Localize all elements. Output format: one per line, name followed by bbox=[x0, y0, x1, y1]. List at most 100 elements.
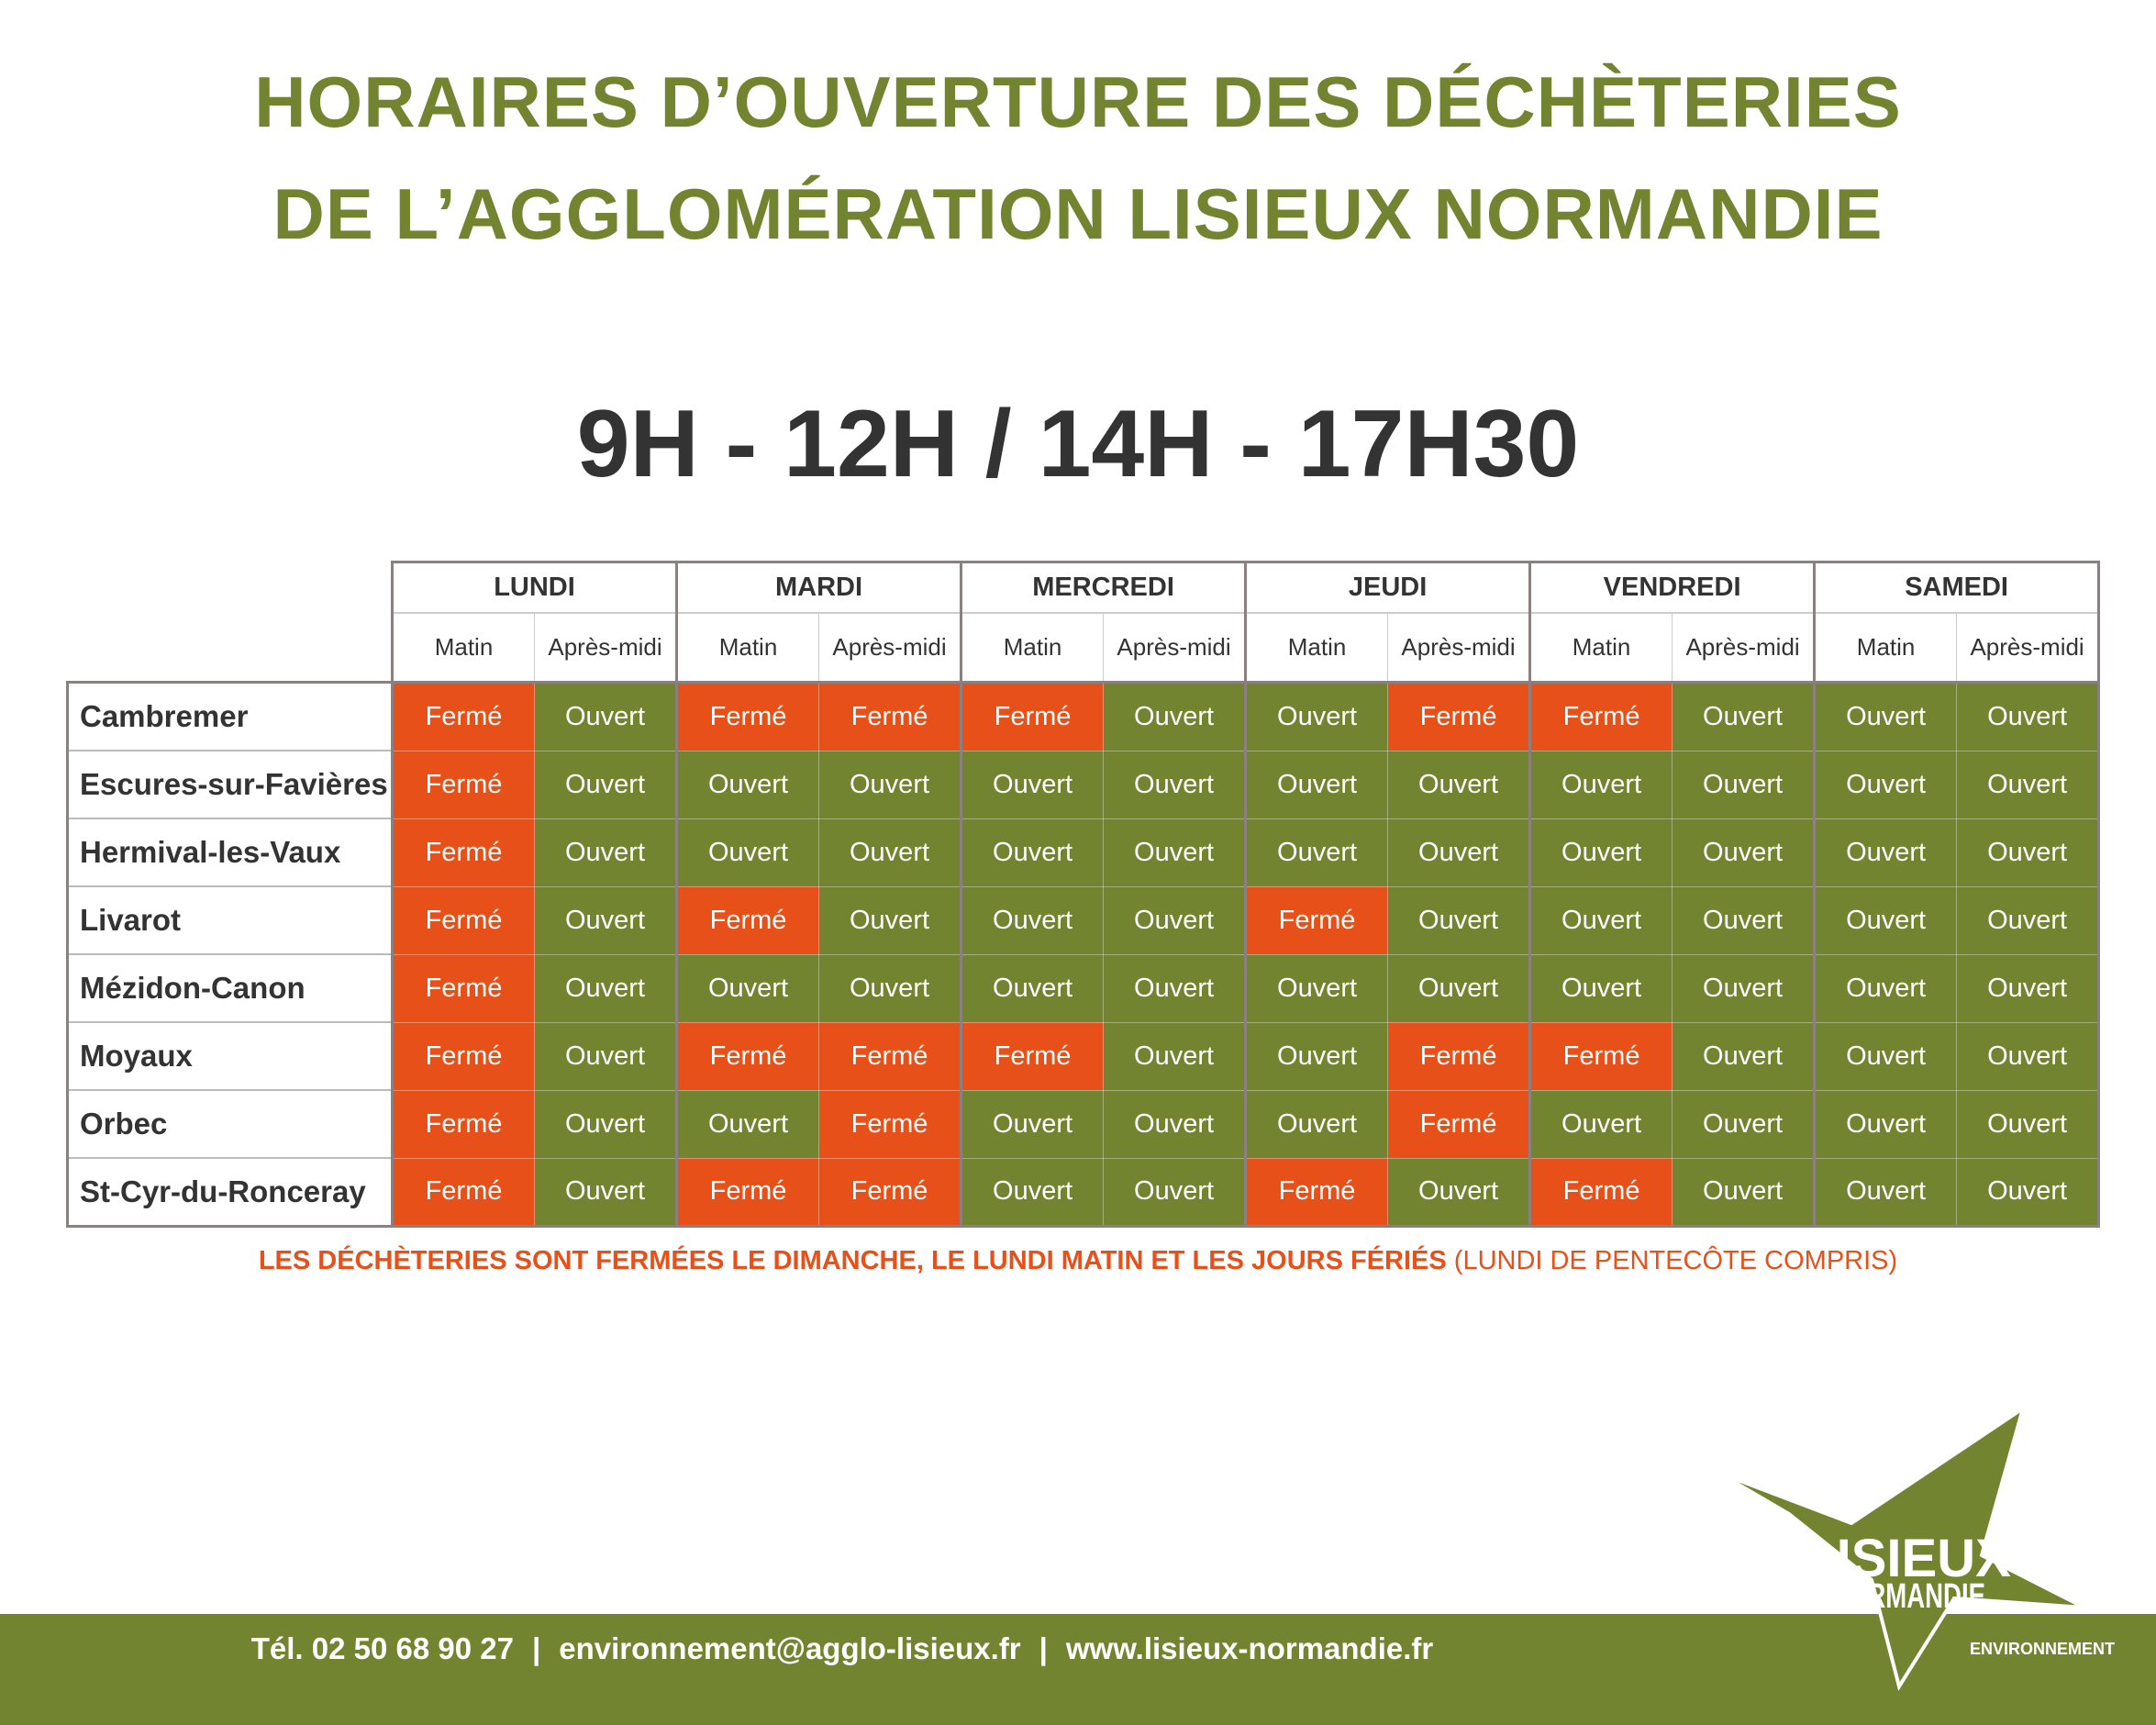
status-cell: Ouvert bbox=[1244, 818, 1389, 887]
status-cell: Ouvert bbox=[1672, 1021, 1816, 1091]
status-cell: Fermé bbox=[391, 1021, 535, 1091]
status-cell: Ouvert bbox=[533, 818, 678, 887]
logo-text: LISIEUX bbox=[1804, 1529, 2011, 1588]
status-cell: Ouvert bbox=[533, 953, 678, 1023]
status-cell: Ouvert bbox=[1103, 1021, 1247, 1091]
status-cell: Ouvert bbox=[533, 1021, 678, 1091]
site-row: Mézidon-Canon Fermé Ouvert Ouvert Ouvert Ouve… bbox=[66, 953, 2101, 1023]
status-cell: Ouvert bbox=[1387, 818, 1531, 887]
site-name: Orbec bbox=[66, 1090, 393, 1159]
status-cell: Ouvert bbox=[1813, 818, 1958, 887]
period-header: Après-midi bbox=[533, 612, 679, 684]
status-cell: Fermé bbox=[675, 681, 820, 751]
status-cell: Ouvert bbox=[1244, 1021, 1389, 1091]
status-cell: Fermé bbox=[818, 1089, 962, 1159]
day-header: LUNDI bbox=[390, 561, 679, 613]
site-name: Mézidon-Canon bbox=[66, 954, 393, 1023]
status-cell: Ouvert bbox=[1528, 885, 1673, 955]
note-bold: LES DÉCHÈTERIES SONT FERMÉES LE DIMANCHE… bbox=[258, 1246, 1447, 1275]
status-cell: Ouvert bbox=[1103, 750, 1247, 819]
site-row: St-Cyr-du-Ronceray Fermé Ouvert Fermé Fermé O… bbox=[66, 1157, 2101, 1228]
status-cell: Fermé bbox=[1244, 885, 1389, 955]
status-cell: Ouvert bbox=[1528, 953, 1673, 1023]
status-cell: Ouvert bbox=[818, 818, 962, 887]
status-cell: Fermé bbox=[675, 1021, 820, 1091]
status-cell: Fermé bbox=[1528, 681, 1673, 751]
status-cell: Ouvert bbox=[960, 953, 1105, 1023]
status-cell: Ouvert bbox=[1813, 1021, 1958, 1091]
period-header: Matin bbox=[1244, 612, 1388, 684]
footer-contacts: Tél. 02 50 68 90 27 | environnement@agglo-… bbox=[0, 1631, 1684, 1666]
status-cell: Ouvert bbox=[1244, 681, 1389, 751]
status-cell: Fermé bbox=[391, 1157, 535, 1228]
title-line: HORAIRES D’OUVERTURE DES DÉCHÈTERIES bbox=[254, 61, 1902, 142]
status-cell: Fermé bbox=[391, 885, 535, 955]
status-cell: Ouvert bbox=[1956, 750, 2101, 819]
status-cell: Ouvert bbox=[818, 953, 962, 1023]
status-cell: Ouvert bbox=[1103, 818, 1247, 887]
status-cell: Fermé bbox=[1528, 1157, 1673, 1228]
status-cell: Fermé bbox=[391, 750, 535, 819]
status-cell: Ouvert bbox=[1956, 1157, 2101, 1228]
status-cell: Ouvert bbox=[1244, 1089, 1389, 1159]
status-cell: Ouvert bbox=[1528, 1089, 1673, 1159]
status-cell: Ouvert bbox=[1244, 953, 1389, 1023]
status-cell: Ouvert bbox=[1956, 953, 2101, 1023]
status-cell: Ouvert bbox=[1103, 681, 1247, 751]
status-cell: Fermé bbox=[391, 953, 535, 1023]
status-cell: Ouvert bbox=[1813, 1157, 1958, 1228]
status-cell: Ouvert bbox=[1672, 750, 1816, 819]
status-cell: Ouvert bbox=[675, 818, 820, 887]
period-header: Après-midi bbox=[1672, 612, 1817, 684]
day-header: SAMEDI bbox=[1813, 561, 2101, 613]
period-header: Après-midi bbox=[1387, 612, 1532, 684]
title-line: DE L’AGGLOMÉRATION LISIEUX NORMANDIE bbox=[272, 173, 1884, 254]
separator: | bbox=[1039, 1631, 1048, 1665]
phone: Tél. 02 50 68 90 27 bbox=[250, 1631, 514, 1665]
footer-bar bbox=[0, 1614, 2156, 1725]
status-cell: Ouvert bbox=[1103, 953, 1247, 1023]
status-cell: Ouvert bbox=[675, 750, 820, 819]
status-cell: Fermé bbox=[675, 885, 820, 955]
status-cell: Ouvert bbox=[960, 750, 1105, 819]
site-row: Cambremer Fermé Ouvert Fermé Fermé Fermé Ouver… bbox=[66, 681, 2101, 751]
site-name: Cambremer bbox=[66, 681, 393, 751]
status-cell: Ouvert bbox=[533, 1157, 678, 1228]
status-cell: Ouvert bbox=[533, 681, 678, 751]
status-cell: Ouvert bbox=[1956, 681, 2101, 751]
site-row: Hermival-les-Vaux Fermé Ouvert Ouvert Ouvert… bbox=[66, 818, 2101, 887]
period-header: Matin bbox=[675, 612, 819, 684]
status-cell: Ouvert bbox=[675, 953, 820, 1023]
status-cell: Ouvert bbox=[960, 818, 1105, 887]
site-row: Escures-sur-Favières Fermé Ouvert Ouvert Ouv… bbox=[66, 750, 2101, 819]
status-cell: Ouvert bbox=[1387, 750, 1531, 819]
status-cell: Fermé bbox=[818, 681, 962, 751]
status-cell: Ouvert bbox=[1672, 1157, 1816, 1228]
status-cell: Ouvert bbox=[1956, 885, 2101, 955]
period-header-row: Matin Après-midi Matin Après-midi Matin Après… bbox=[68, 612, 2101, 684]
status-cell: Fermé bbox=[818, 1157, 962, 1228]
opening-hours: 9H - 12H / 14H - 17H30 bbox=[576, 391, 1580, 497]
status-cell: Fermé bbox=[1387, 681, 1531, 751]
status-cell: Fermé bbox=[960, 681, 1105, 751]
period-header: Matin bbox=[1528, 612, 1673, 684]
email[interactable]: environnement@agglo-lisieux.fr bbox=[559, 1631, 1021, 1665]
day-header: VENDREDI bbox=[1528, 561, 1817, 613]
site-row: Moyaux Fermé Ouvert Fermé Fermé Fermé Ouvert Ou… bbox=[66, 1021, 2101, 1091]
status-cell: Ouvert bbox=[1813, 885, 1958, 955]
period-header: Matin bbox=[391, 612, 535, 684]
site-name: Escures-sur-Favières bbox=[66, 751, 393, 819]
day-header: MERCREDI bbox=[960, 561, 1248, 613]
logo-subtext: ENVIRONNEMENT bbox=[1970, 1640, 2115, 1658]
status-cell: Ouvert bbox=[1672, 885, 1816, 955]
status-cell: Ouvert bbox=[1672, 818, 1816, 887]
status-cell: Ouvert bbox=[1956, 818, 2101, 887]
schedule-table: LUNDI MARDI MERCREDI JEUDI VENDREDI SAMEDI Mat… bbox=[66, 561, 2101, 1228]
day-header: MARDI bbox=[675, 561, 963, 613]
logo-star bbox=[1717, 1404, 2085, 1692]
period-header: Matin bbox=[960, 612, 1104, 684]
website[interactable]: www.lisieux-normandie.fr bbox=[1065, 1631, 1434, 1665]
status-cell: Ouvert bbox=[1956, 1021, 2101, 1091]
